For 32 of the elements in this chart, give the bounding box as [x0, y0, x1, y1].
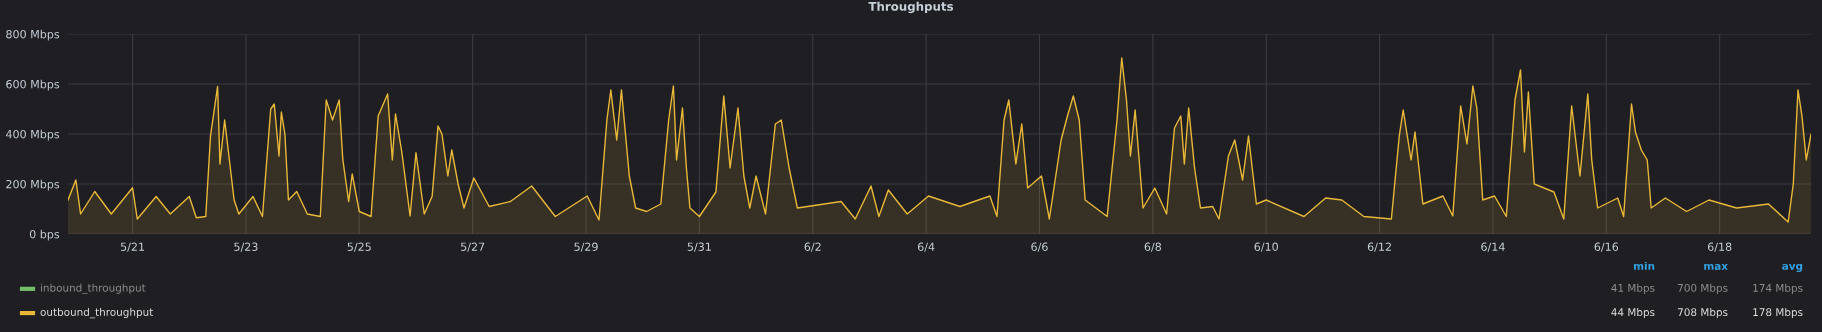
- x-tick-label: 6/12: [1367, 242, 1391, 252]
- chart-title: Throughputs: [868, 1, 954, 14]
- text: 700 Mbps: [1678, 283, 1728, 294]
- x-tick-label: 6/14: [1481, 242, 1505, 252]
- y-tick-label: 400 Mbps: [5, 129, 60, 141]
- x-tick-label: 6/16: [1594, 242, 1619, 252]
- legend-label: outbound_throughput: [40, 307, 154, 319]
- y-tick-label: 800 Mbps: [6, 29, 60, 41]
- y-tick-label: 0 bps: [29, 229, 60, 241]
- text: 41 Mbps: [1611, 283, 1655, 294]
- text: max: [1704, 263, 1728, 270]
- x-tick-label: 5/29: [574, 242, 598, 252]
- text: avg: [1782, 263, 1803, 272]
- text: 708 Mbps: [1678, 308, 1728, 319]
- x-tick-label: 6/4: [917, 242, 935, 252]
- x-tick-label: 5/21: [120, 242, 145, 252]
- x-tick-label: 6/10: [1254, 242, 1278, 252]
- text: min: [1634, 261, 1655, 270]
- y-tick-label: 200 Mbps: [6, 179, 60, 191]
- legend-label: inbound_throughput: [40, 283, 146, 295]
- text: 174 Mbps: [1753, 283, 1803, 294]
- x-tick-label: 5/31: [687, 242, 711, 252]
- text: 44 Mbps: [1611, 308, 1655, 319]
- x-tick-label: 6/8: [1144, 242, 1162, 252]
- x-tick-label: 6/2: [804, 242, 821, 252]
- text: 178 Mbps: [1753, 308, 1803, 319]
- x-tick-label: 6/6: [1031, 242, 1048, 252]
- x-tick-label: 5/27: [461, 242, 485, 252]
- y-tick-label: 600 Mbps: [6, 79, 60, 91]
- x-tick-label: 6/18: [1707, 242, 1732, 252]
- x-tick-label: 5/23: [234, 242, 258, 252]
- x-tick-label: 5/25: [347, 242, 371, 252]
